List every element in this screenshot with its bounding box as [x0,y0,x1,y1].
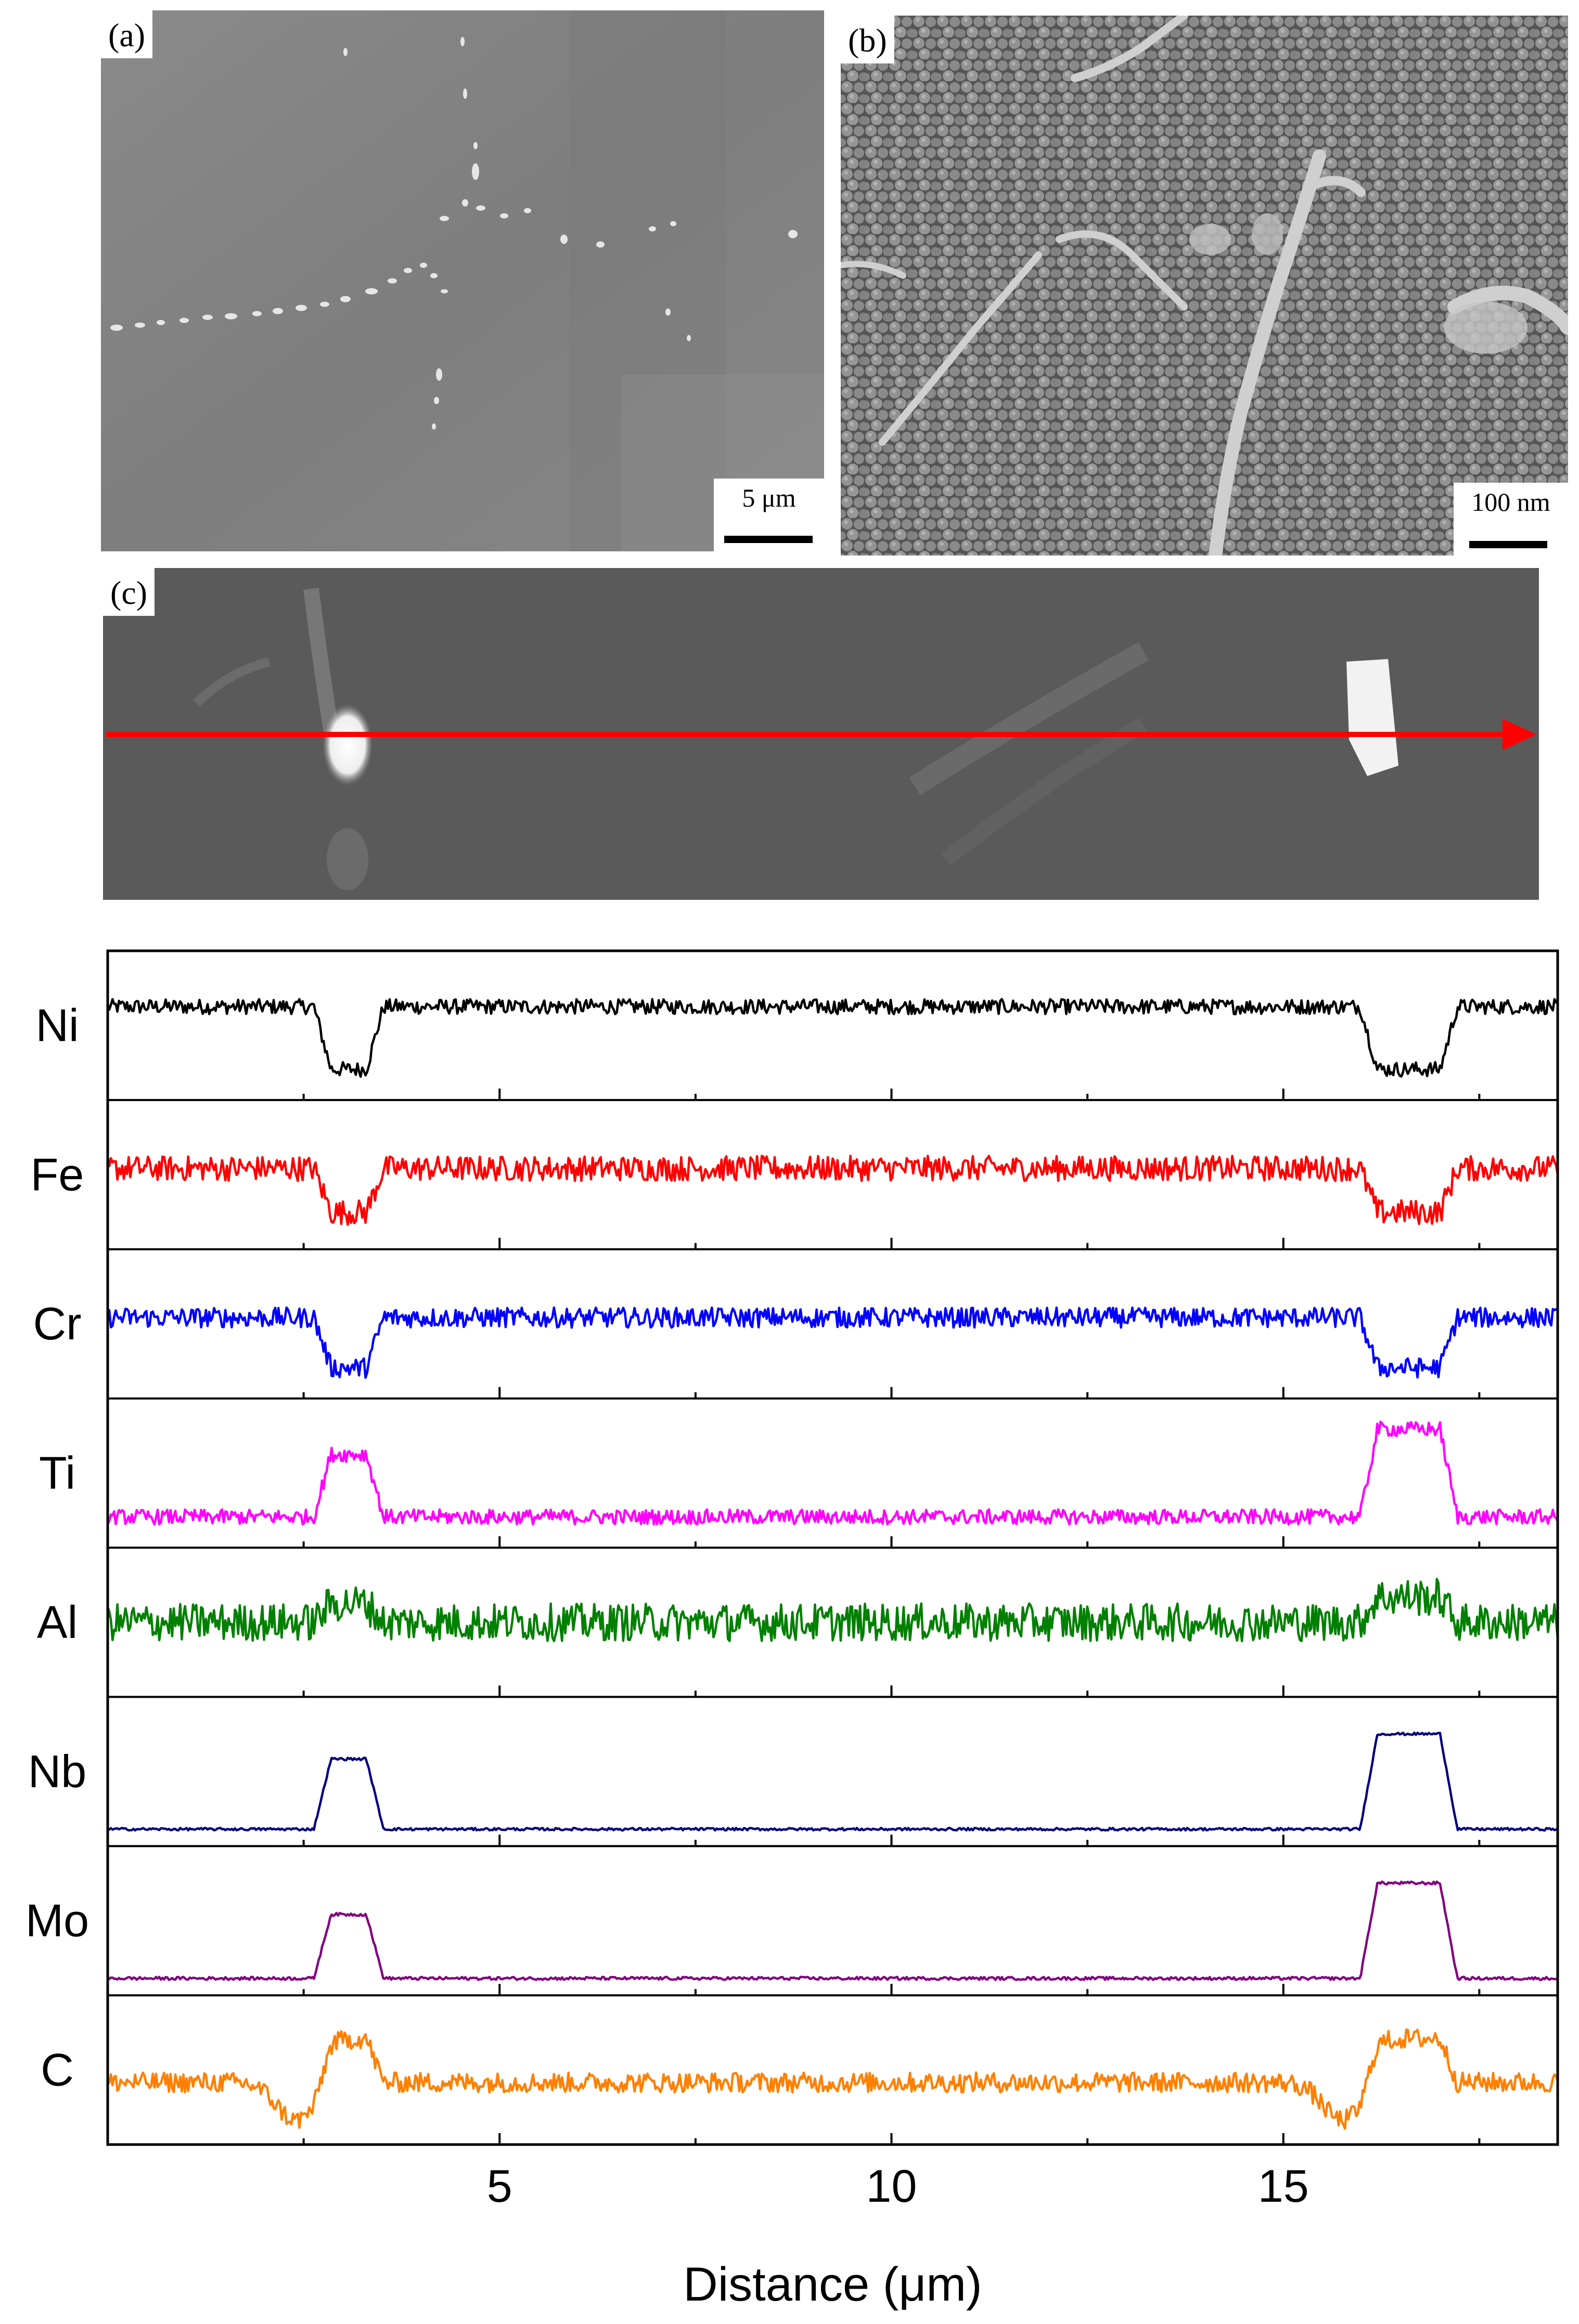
series-label-Fe: Fe [31,1148,84,1200]
profile-line-Mo [107,1880,1559,1981]
line-scan-arrow [106,719,1537,750]
panel-label-c: (c) [103,568,155,616]
profile-line-Fe [106,1154,1559,1226]
series-label-Mo: Mo [25,1895,89,1946]
profile-line-C [107,2028,1559,2130]
micrograph-a-image [101,10,824,551]
x-axis-label: Distance (μm) [683,2258,982,2311]
panel-label-a: (a) [101,10,153,58]
series-label-Cr: Cr [33,1298,82,1349]
scale-bar-a-line [724,536,813,543]
profile-line-Al [106,1578,1559,1643]
micrograph-b: (b) 100 nm [841,16,1568,556]
scale-bar-b-label: 100 nm [1471,487,1550,517]
panel-label-b: (b) [841,16,894,63]
precipitates-a [110,37,798,430]
series-label-C: C [41,2044,74,2096]
micrograph-a: (a) 5 μm [101,10,824,551]
profile-line-Cr [107,1306,1559,1379]
x-tick-label: 10 [866,2160,917,2212]
x-tick-label: 15 [1258,2160,1309,2212]
micrograph-b-image [841,16,1568,556]
scale-bar-b-line [1469,541,1547,548]
micrograph-c-image [103,568,1539,900]
series-label-Ni: Ni [35,999,79,1051]
profile-line-Ni [106,998,1559,1078]
series-label-Al: Al [37,1596,78,1648]
particle-left [323,704,373,785]
precipitate-strands-b [841,16,1568,556]
scale-bar-b: 100 nm [1454,483,1568,556]
plot-frame [106,949,1559,2146]
particle-right [1346,659,1398,776]
scale-bar-a: 5 μm [714,479,824,551]
series-label-Nb: Nb [28,1746,87,1797]
scale-bar-a-label: 5 μm [742,483,796,512]
micrograph-c: (c) [103,568,1539,900]
series-label-Ti: Ti [39,1447,75,1499]
x-tick-label: 5 [487,2160,512,2212]
profile-line-Nb [107,1731,1559,1832]
profile-line-Ti [106,1421,1559,1526]
